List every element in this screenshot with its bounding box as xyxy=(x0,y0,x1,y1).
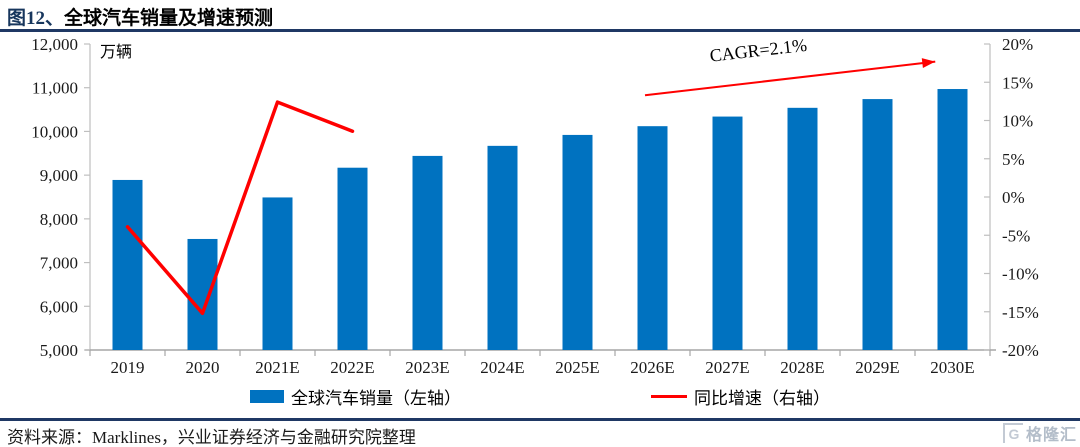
right-axis-tick-label: 10% xyxy=(1002,112,1033,131)
legend-item-growth: 同比增速（右轴） xyxy=(651,384,830,409)
right-axis-tick-label: -20% xyxy=(1002,341,1039,360)
x-axis-label-2026E: 2026E xyxy=(630,358,674,377)
bar-2024E xyxy=(487,145,518,350)
x-axis-label-2025E: 2025E xyxy=(555,358,599,377)
x-axis-label-2019: 2019 xyxy=(111,358,145,377)
legend-growth-label: 同比增速（右轴） xyxy=(694,389,830,408)
title-divider-rule xyxy=(0,29,1080,32)
left-axis-tick-label: 11,000 xyxy=(32,79,78,98)
unit-label: 万辆 xyxy=(100,43,132,61)
x-axis-label-2028E: 2028E xyxy=(780,358,824,377)
cagr-annotation-text: CAGR=2.1% xyxy=(709,35,808,66)
left-axis-tick-label: 7,000 xyxy=(40,254,78,273)
x-axis-label-2023E: 2023E xyxy=(405,358,449,377)
source-note: 资料来源：Marklines，兴业证券经济与金融研究院整理 xyxy=(7,428,416,447)
gelonghui-logo-icon: G xyxy=(1002,423,1023,443)
figure-title-text: 全球汽车销量及增速预测 xyxy=(64,8,274,29)
left-axis-tick-label: 6,000 xyxy=(40,297,78,316)
bar-series-swatch-icon xyxy=(250,390,284,403)
right-axis-tick-label: -10% xyxy=(1002,265,1039,284)
legend-sales-label: 全球汽车销量（左轴） xyxy=(291,389,461,408)
left-axis-tick-label: 12,000 xyxy=(31,35,78,54)
gelonghui-watermark: G 格隆汇 xyxy=(1002,421,1077,445)
line-series-swatch-icon xyxy=(651,395,687,398)
bar-2019 xyxy=(112,179,143,350)
cagr-arrow-head xyxy=(921,58,936,69)
bar-2025E xyxy=(562,134,593,350)
bar-2027E xyxy=(712,116,743,351)
legend-item-sales: 全球汽车销量（左轴） xyxy=(250,384,461,409)
left-axis-tick-label: 5,000 xyxy=(40,341,78,360)
bar-2022E xyxy=(337,167,368,350)
right-axis-tick-label: -15% xyxy=(1002,303,1039,322)
x-axis-label-2029E: 2029E xyxy=(855,358,899,377)
left-axis-tick-label: 9,000 xyxy=(40,166,78,185)
figure-number: 图12、 xyxy=(7,8,65,29)
bar-2028E xyxy=(787,107,818,350)
right-axis-tick-label: -5% xyxy=(1002,226,1030,245)
bar-2020 xyxy=(187,238,218,350)
cagr-arrow-shaft xyxy=(644,60,936,97)
gelonghui-watermark-text: 格隆汇 xyxy=(1025,427,1077,444)
x-axis-label-2027E: 2027E xyxy=(705,358,749,377)
x-axis-label-2024E: 2024E xyxy=(480,358,524,377)
bar-2026E xyxy=(637,126,668,350)
x-axis-label-2030E: 2030E xyxy=(930,358,974,377)
right-axis-tick-label: 5% xyxy=(1002,150,1025,169)
right-axis-tick-label: 15% xyxy=(1002,73,1033,92)
left-axis-tick-label: 8,000 xyxy=(40,210,78,229)
bar-2023E xyxy=(412,155,443,350)
figure-title: 图12、全球汽车销量及增速预测 xyxy=(7,3,273,30)
right-axis-tick-label: 20% xyxy=(1002,35,1033,54)
growth-line xyxy=(125,100,355,316)
footer-divider-rule xyxy=(0,418,1080,421)
bar-2029E xyxy=(862,99,893,350)
bar-2021E xyxy=(262,197,293,350)
x-axis-label-2020: 2020 xyxy=(186,358,220,377)
x-axis-label-2021E: 2021E xyxy=(255,358,299,377)
right-axis-tick-label: 0% xyxy=(1002,188,1025,207)
bar-2030E xyxy=(937,89,968,351)
left-axis-tick-label: 10,000 xyxy=(31,122,78,141)
x-axis-label-2022E: 2022E xyxy=(330,358,374,377)
